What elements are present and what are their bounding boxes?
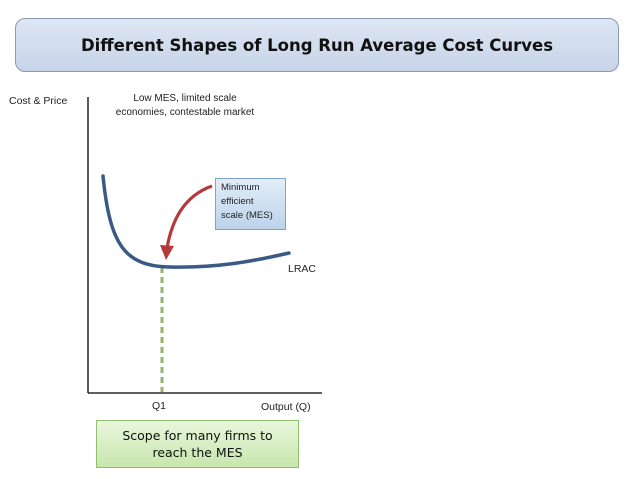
- q1-label: Q1: [152, 400, 167, 412]
- top-note-line-1: Low MES, limited scale: [133, 93, 237, 104]
- y-axis-label: Cost & Price: [9, 95, 68, 107]
- mes-callout: Minimum efficient scale (MES): [215, 178, 286, 230]
- scope-note-text: Scope for many firms to reach the MES: [122, 428, 273, 460]
- title-banner: Different Shapes of Long Run Average Cos…: [15, 18, 619, 72]
- callout-line-3: scale (MES): [221, 210, 273, 221]
- curved-arrow-icon: [160, 184, 213, 260]
- lrac-label: LRAC: [288, 263, 317, 275]
- top-note: Low MES, limited scale economies, contes…: [100, 92, 270, 120]
- page-title: Different Shapes of Long Run Average Cos…: [80, 35, 554, 55]
- callout-line-1: Minimum: [221, 182, 260, 193]
- scope-note-box: Scope for many firms to reach the MES: [96, 420, 299, 468]
- lrac-curve: [101, 174, 291, 269]
- callout-line-2: efficient: [221, 196, 254, 207]
- x-axis-label: Output (Q): [261, 401, 311, 413]
- top-note-line-2: economies, contestable market: [115, 107, 255, 118]
